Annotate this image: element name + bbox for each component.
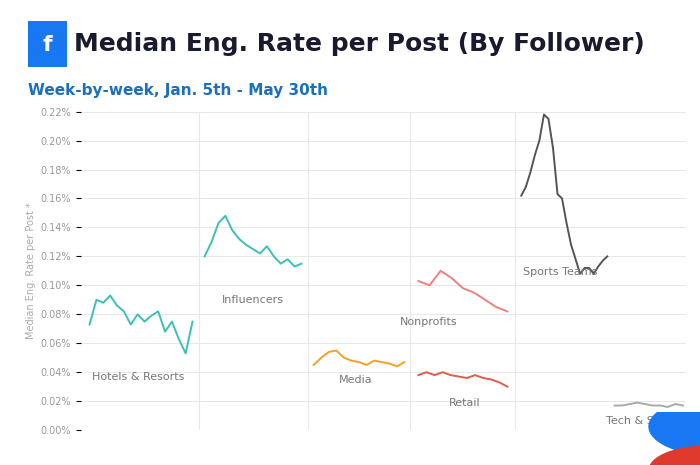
Circle shape [649,446,700,465]
Text: Hotels & Resorts: Hotels & Resorts [92,372,185,382]
Text: IQ: IQ [615,445,628,455]
Text: Influencers: Influencers [222,295,284,306]
Text: Tech & Software: Tech & Software [606,416,696,425]
Text: Week-by-week, Jan. 5th - May 30th: Week-by-week, Jan. 5th - May 30th [28,83,328,98]
Text: Rival: Rival [606,427,636,437]
Text: Median Eng. Rate per Post (By Follower): Median Eng. Rate per Post (By Follower) [74,32,644,56]
Text: f: f [43,35,52,55]
Text: Nonprofits: Nonprofits [400,317,458,327]
Y-axis label: Median Eng. Rate per Post *: Median Eng. Rate per Post * [26,202,36,339]
Text: Retail: Retail [449,398,481,408]
FancyBboxPatch shape [24,16,70,72]
Text: Sports Teams: Sports Teams [524,266,598,277]
Circle shape [649,397,700,456]
Text: Media: Media [340,375,373,385]
